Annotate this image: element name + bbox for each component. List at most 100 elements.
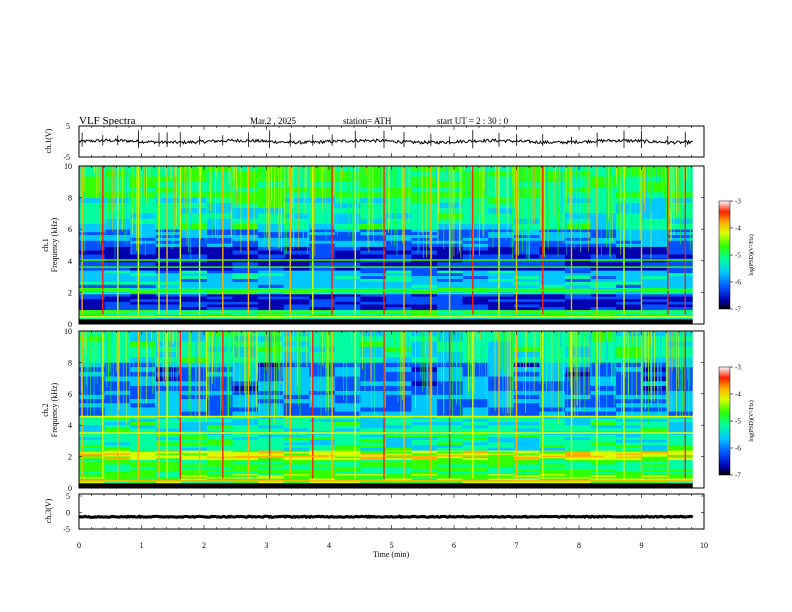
- spectrogram-cell: [360, 475, 387, 478]
- spectrogram-cell: [539, 351, 566, 358]
- spectrogram-cell: [130, 311, 157, 313]
- spectrogram-cell: [564, 318, 591, 320]
- header-date: Mar.2 , 2025: [250, 116, 296, 126]
- spectrogram-cell: [181, 371, 208, 377]
- spectrogram-cell: [232, 422, 259, 426]
- time-axis-label: Time (min): [373, 550, 410, 559]
- spectrogram-cell: [155, 213, 182, 219]
- spectrogram-cell: [130, 381, 157, 387]
- spectrogram-cell: [360, 273, 387, 277]
- spectrogram-cell: [616, 270, 643, 274]
- spectrogram-cell: [181, 437, 208, 441]
- spectrogram-cell: [130, 237, 157, 242]
- spectrogram-cell: [258, 451, 285, 454]
- ch1-waveform-trace: [78, 130, 693, 149]
- spectrogram-cell: [283, 315, 310, 317]
- spectrogram-cell: [155, 176, 182, 183]
- spectrogram-cell: [360, 296, 387, 300]
- spectrogram-cell: [360, 390, 387, 396]
- spectrogram-cell: [79, 311, 106, 313]
- spectrogram-cell: [641, 411, 668, 417]
- spectrogram-cell: [258, 281, 285, 286]
- spectrogram-cell: [79, 362, 106, 368]
- spectrogram-cell: [564, 481, 591, 484]
- spectrogram-cell: [206, 310, 233, 312]
- spectrogram-cell: [590, 317, 617, 319]
- spectrogram-cell: [258, 312, 285, 315]
- spectrogram-cell: [539, 381, 566, 387]
- spectrogram-cell: [155, 428, 182, 432]
- spectrogram-cell: [283, 473, 310, 476]
- spectrogram-cell: [334, 314, 361, 316]
- spectrogram-cell: [616, 336, 643, 342]
- spectrogram-cell: [539, 475, 566, 478]
- spectrogram-cell: [590, 313, 617, 315]
- spectrogram-cell: [309, 385, 336, 391]
- spectrogram-cell: [181, 403, 208, 408]
- spectrogram-cell: [667, 281, 694, 286]
- spectrogram-cell: [309, 243, 336, 247]
- spectrogram-cell: [667, 475, 694, 478]
- spectrogram-cell: [258, 176, 285, 183]
- spectrogram-cell: [590, 473, 617, 476]
- spectrogram-cell: [385, 176, 412, 183]
- spectrogram-cell: [206, 312, 233, 314]
- spectrogram-cell: [155, 250, 182, 255]
- spectrogram-cell: [130, 471, 157, 475]
- spectrogram-cell: [641, 218, 668, 225]
- spectrogram-cell: [667, 270, 694, 274]
- spectrogram-cell: [309, 293, 336, 297]
- spectrogram-cell: [283, 357, 310, 363]
- y-tick-label: 6: [68, 390, 72, 399]
- ch2-frequency-axis-label: Frequency (kHz): [50, 382, 59, 437]
- spectrogram-cell: [334, 192, 361, 198]
- spectrogram-cell: [79, 166, 106, 172]
- spectrogram-cell: [181, 469, 208, 472]
- spectrogram-cell: [130, 232, 157, 236]
- spectrogram-cell: [232, 287, 259, 290]
- spectrogram-cell: [181, 451, 208, 454]
- spectrogram-cell: [334, 425, 361, 429]
- spectrogram-cell: [232, 213, 259, 219]
- spectrogram-cell: [462, 471, 489, 475]
- spectrogram-cell: [488, 445, 515, 449]
- spectrogram-cell: [130, 301, 157, 305]
- spectrogram-cell: [130, 411, 157, 417]
- spectrogram-cell: [232, 469, 259, 472]
- spectrogram-cell: [616, 371, 643, 377]
- ch1-waveform-panel: -55 ch.1(V): [44, 122, 705, 162]
- spectrogram-cell: [232, 458, 259, 461]
- spectrogram-cell: [616, 287, 643, 290]
- spectrogram-cell: [590, 284, 617, 288]
- spectrogram-cell: [79, 439, 106, 443]
- ch3-waveform-ylabel: ch.3(V): [44, 498, 53, 523]
- spectrogram-cell: [181, 301, 208, 305]
- spectrogram-cell: [130, 415, 157, 420]
- spectrogram-cell: [155, 202, 182, 209]
- spectrogram-cell: [258, 418, 285, 423]
- spectrogram-cell: [360, 458, 387, 461]
- spectrogram-cell: [232, 309, 259, 311]
- spectrogram-cell: [181, 428, 208, 432]
- spectrogram-cell: [462, 447, 489, 451]
- spectrogram-cell: [641, 466, 668, 470]
- spectrogram-cell: [232, 218, 259, 225]
- spectrogram-cell: [641, 301, 668, 305]
- spectrogram-cell: [667, 266, 694, 271]
- spectrogram-cell: [616, 466, 643, 470]
- spectrogram-cell: [513, 273, 540, 277]
- spectrogram-cell: [590, 381, 617, 387]
- spectrogram-cell: [539, 439, 566, 443]
- spectrogram-cell: [513, 371, 540, 377]
- spectrogram-cell: [590, 307, 617, 311]
- spectrogram-cell: [181, 394, 208, 400]
- spectrogram-cell: [462, 445, 489, 449]
- ch1-channel-label: ch.1: [41, 238, 50, 252]
- spectrogram-cell: [385, 371, 412, 377]
- spectrogram-cell: [590, 447, 617, 451]
- spectrogram-cell: [181, 278, 208, 283]
- spectrogram-cell: [667, 462, 694, 465]
- spectrogram-cell: [258, 278, 285, 283]
- spectrogram-cell: [130, 456, 157, 459]
- spectrogram-cell: [283, 296, 310, 300]
